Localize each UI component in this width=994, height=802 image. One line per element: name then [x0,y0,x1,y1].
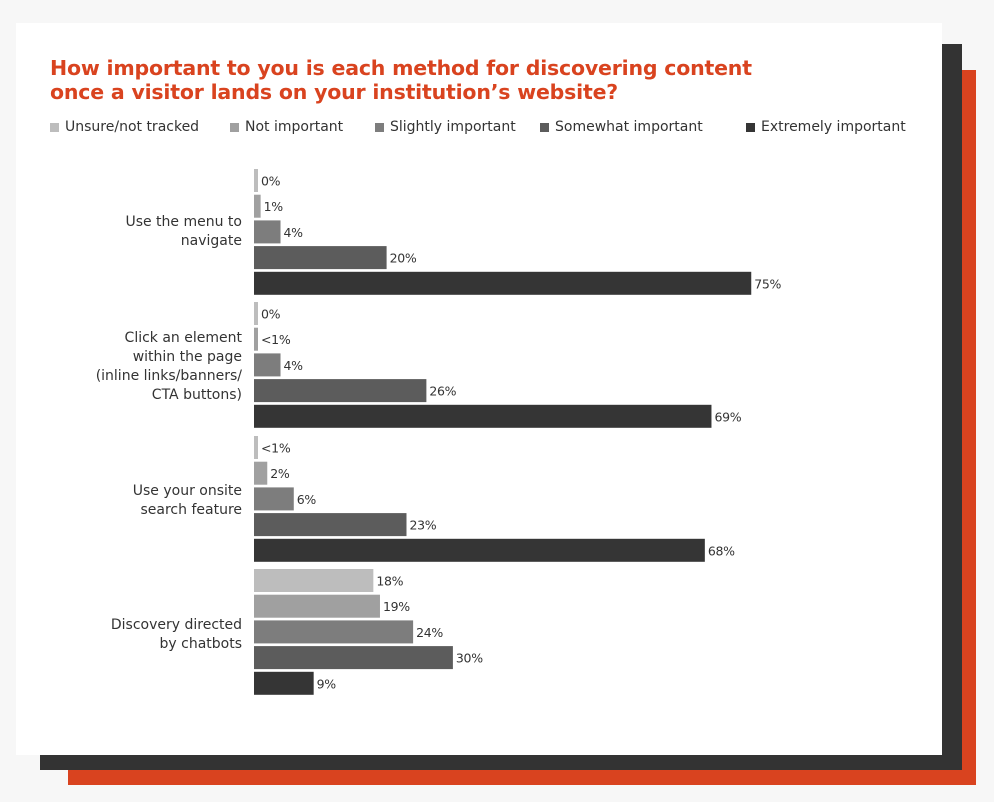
data-label: 19% [383,599,410,614]
data-label: 26% [429,384,456,399]
legend-swatch [540,122,549,132]
bar [254,594,380,618]
data-label: 9% [317,676,337,691]
chart-card: How important to you is each method for … [16,23,942,755]
legend-item: Extremely important [746,119,906,135]
data-label: 2% [270,466,290,481]
bar [254,461,268,485]
data-label: 69% [714,409,741,424]
legend-item: Unsure/not tracked [50,119,199,135]
data-label: 30% [456,651,483,666]
legend-item: Somewhat important [540,119,703,135]
data-label: <1% [261,441,291,456]
legend-swatch [50,122,59,132]
data-label: 24% [416,625,443,640]
data-label: <1% [261,332,291,347]
bar [254,620,414,644]
legend-label: Unsure/not tracked [65,119,200,135]
legend: Unsure/not tracked Not important Slightly … [50,119,930,139]
legend-label: Extremely important [761,119,906,135]
legend-swatch [375,122,384,132]
bar [254,194,261,218]
data-label: 20% [390,251,417,266]
legend-label: Not important [245,119,344,135]
bar [254,569,374,592]
data-label: 0% [261,174,281,189]
legend-swatch [230,122,239,132]
data-label: 75% [754,276,781,291]
category-label: Discovery directed by chatbots [110,617,242,652]
data-label: 6% [297,492,317,507]
bar [254,487,294,511]
bar [254,220,281,244]
legend-label: Slightly important [390,119,516,135]
category-label: Use the menu to navigate [125,214,242,249]
legend-label: Somewhat important [555,119,703,135]
bar [254,353,281,377]
chart-title: How important to you is each method for … [50,56,752,104]
bar [254,538,705,562]
bar [254,513,407,537]
bar-chart: 0%1%4%20%75%0%<1%4%26%69%<1%2%6%23%68%18… [254,169,782,695]
data-label: 4% [284,225,304,240]
legend-swatch [746,122,755,132]
bar [254,169,258,192]
data-label: 4% [284,358,304,373]
bar [254,404,712,428]
bar [254,246,387,270]
data-label: 1% [264,199,284,214]
data-label: 0% [261,307,281,322]
legend-item: Slightly important [375,119,516,135]
data-label: 68% [708,543,735,558]
data-label: 18% [376,574,403,589]
data-label: 23% [409,518,436,533]
bar [254,327,258,351]
bar [254,646,453,670]
category-label: Click an element within the page (inline l… [95,330,242,403]
category-label: Use your onsite search feature [132,483,242,518]
legend-item: Not important [230,119,343,135]
bar [254,671,314,695]
bar [254,379,427,403]
bar [254,302,258,325]
bar [254,436,258,459]
bar [254,271,752,295]
